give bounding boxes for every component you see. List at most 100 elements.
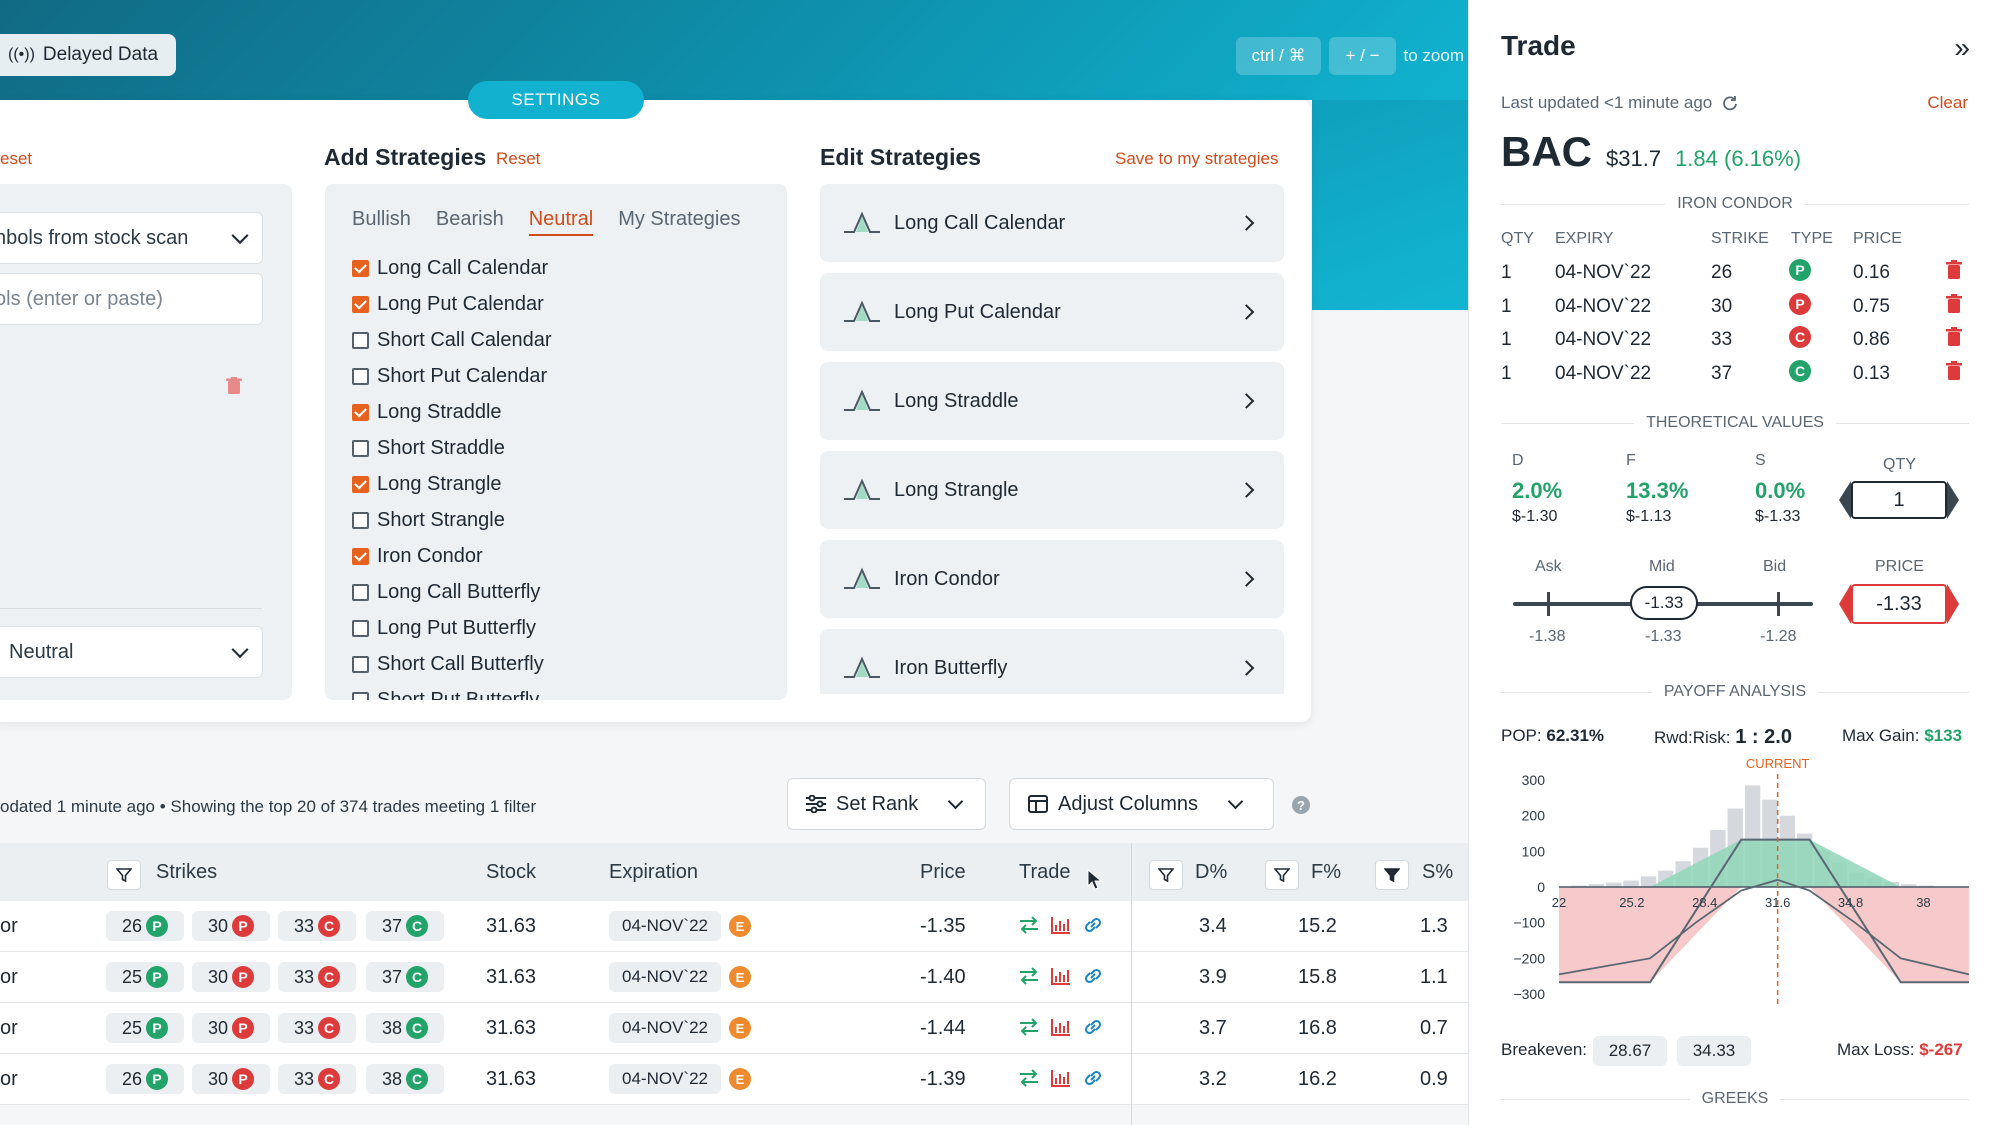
edit-strategy-item[interactable]: Long Strangle	[820, 451, 1284, 529]
table-row[interactable]: or 26 P 30 P 33 C 38 C 31.63 04-NOV`22 E -1.39 3.2 16.…	[0, 1054, 1468, 1105]
strategy-option[interactable]: Long Call Calendar	[352, 250, 552, 286]
swap-icon[interactable]	[1018, 1068, 1040, 1088]
price-input[interactable]: -1.33	[1851, 584, 1947, 624]
edit-strategy-item[interactable]: Iron Butterfly	[820, 629, 1284, 694]
leg-type-badge: C	[1789, 359, 1811, 382]
save-to-my-strategies-link[interactable]: Save to my strategies	[1115, 149, 1279, 168]
clear-trade-link[interactable]: Clear	[1927, 93, 1968, 112]
greeks-section-title: GREEKS	[1501, 1090, 1969, 1108]
checkbox[interactable]	[352, 691, 369, 700]
payoff-chart[interactable]: CURRENT 300 200 100 0 −100 −200 −300 22 25.2 28.4 3…	[1489, 752, 1989, 1022]
strategy-option[interactable]: Long Straddle	[352, 394, 552, 430]
d-filter-button[interactable]	[1149, 860, 1183, 890]
price-stepper-arrows[interactable]	[1839, 584, 1959, 624]
checkbox-checked[interactable]	[352, 475, 369, 493]
delayed-data-badge[interactable]: ((•)) Delayed Data	[0, 34, 177, 76]
table-row[interactable]: or 26 P 30 P 33 C 37 C 31.63 04-NOV`22 E -1.35 3.4 15.…	[0, 901, 1468, 952]
set-rank-button[interactable]: Set Rank	[787, 778, 986, 830]
tab-bearish[interactable]: Bearish	[435, 208, 504, 230]
swap-icon[interactable]	[1018, 915, 1040, 935]
chart-icon[interactable]	[1050, 915, 1072, 935]
y-tick-label: 300	[1522, 772, 1546, 788]
column-stock[interactable]: Stock	[486, 861, 537, 883]
trash-icon[interactable]	[226, 377, 242, 395]
checkbox[interactable]	[352, 619, 369, 637]
s-filter-button[interactable]	[1375, 860, 1409, 890]
link-icon[interactable]	[1082, 915, 1104, 935]
symbols-source-select[interactable]: nbols from stock scan	[0, 212, 263, 264]
reset-symbols-link[interactable]: eset	[0, 149, 33, 168]
checkbox[interactable]	[352, 439, 369, 457]
link-icon[interactable]	[1082, 966, 1104, 986]
tab-my-strategies[interactable]: My Strategies	[618, 208, 741, 230]
tab-neutral[interactable]: Neutral	[528, 208, 594, 236]
trash-icon[interactable]	[1946, 260, 1962, 280]
edit-strategy-item[interactable]: Long Call Calendar	[820, 184, 1284, 262]
checkbox-checked[interactable]	[352, 547, 369, 565]
chart-icon[interactable]	[1050, 966, 1072, 986]
strategy-option[interactable]: Short Call Butterfly	[352, 646, 552, 682]
outlook-select[interactable]: Neutral	[0, 626, 263, 678]
swap-icon[interactable]	[1018, 1017, 1040, 1037]
chart-icon[interactable]	[1050, 1068, 1072, 1088]
column-expiration[interactable]: Expiration	[609, 861, 698, 883]
collapse-panel-icon[interactable]: »	[1954, 32, 1970, 63]
checkbox[interactable]	[352, 331, 369, 349]
link-icon[interactable]	[1082, 1068, 1104, 1088]
refresh-icon[interactable]	[1722, 95, 1738, 111]
tab-bullish[interactable]: Bullish	[352, 208, 411, 230]
checkbox[interactable]	[352, 367, 369, 385]
checkbox-checked[interactable]	[352, 259, 369, 277]
strategy-option[interactable]: Long Strangle	[352, 466, 552, 502]
qty-input[interactable]: 1	[1851, 481, 1947, 519]
symbols-input[interactable]: ols (enter or paste)	[0, 273, 263, 325]
checkbox-checked[interactable]	[352, 295, 369, 313]
edit-strategy-item[interactable]: Long Put Calendar	[820, 273, 1284, 351]
swap-icon[interactable]	[1018, 966, 1040, 986]
strategy-option[interactable]: Short Put Butterfly	[352, 682, 552, 700]
column-price[interactable]: Price	[920, 861, 966, 883]
f-filter-button[interactable]	[1265, 860, 1299, 890]
adjust-columns-button[interactable]: Adjust Columns	[1009, 778, 1274, 830]
column-strikes[interactable]: Strikes	[156, 861, 218, 883]
checkbox[interactable]	[352, 511, 369, 529]
edit-strategy-item[interactable]: Long Straddle	[820, 362, 1284, 440]
settings-tab[interactable]: SETTINGS	[468, 81, 644, 119]
column-s-pct[interactable]: S%	[1422, 861, 1454, 883]
trash-icon[interactable]	[1946, 327, 1962, 347]
strategy-option[interactable]: Short Call Calendar	[352, 322, 552, 358]
checkbox-checked[interactable]	[352, 403, 369, 421]
trash-icon[interactable]	[1946, 360, 1962, 381]
strikes-filter-button[interactable]	[107, 860, 141, 890]
strategy-option[interactable]: Iron Condor	[352, 538, 552, 574]
column-d-pct[interactable]: D%	[1195, 861, 1228, 883]
table-row[interactable]: or 25 P 30 P 33 C 38 C 31.63 04-NOV`22 E -1.44 3.7 16.…	[0, 1003, 1468, 1054]
strategy-option[interactable]: Long Call Butterfly	[352, 574, 552, 610]
strategy-option[interactable]: Short Strangle	[352, 502, 552, 538]
column-trade[interactable]: Trade	[1019, 861, 1071, 883]
strategy-option[interactable]: Short Put Calendar	[352, 358, 552, 394]
strategy-option[interactable]: Long Put Butterfly	[352, 610, 552, 646]
d-pct-value: 3.4	[1199, 915, 1227, 937]
add-strategies-reset-link[interactable]: Reset	[496, 149, 541, 168]
price-slider-handle[interactable]: -1.33	[1630, 586, 1698, 620]
trash-icon[interactable]	[1946, 293, 1962, 314]
link-icon[interactable]	[1082, 1017, 1104, 1037]
strategy-option[interactable]: Long Put Calendar	[352, 286, 552, 322]
edit-strategies-title: Edit Strategies	[820, 144, 982, 170]
edit-strategy-item[interactable]: Iron Condor	[820, 540, 1284, 618]
x-tick-label: 34.8	[1838, 895, 1863, 910]
checkbox[interactable]	[352, 583, 369, 601]
strategy-option[interactable]: Short Straddle	[352, 430, 552, 466]
chart-icon[interactable]	[1050, 1017, 1072, 1037]
column-f-pct[interactable]: F%	[1311, 861, 1341, 883]
qty-stepper-arrows[interactable]	[1839, 481, 1959, 519]
table-row[interactable]: or 25 P 30 P 33 C 37 C 31.63 04-NOV`22 E -1.40 3.9 15.…	[0, 952, 1468, 1003]
greeks-title: GREEKS	[1701, 1090, 1769, 1107]
zoom-hint: ctrl / ⌘ + / − to zoom	[1235, 37, 1464, 75]
help-icon[interactable]: ?	[1292, 796, 1310, 814]
checkbox[interactable]	[352, 655, 369, 673]
pop-label: POP:	[1501, 726, 1542, 745]
f-pct-value: 15.8	[1298, 966, 1337, 988]
reward-risk-value: 1 : 2.0	[1735, 726, 1792, 748]
